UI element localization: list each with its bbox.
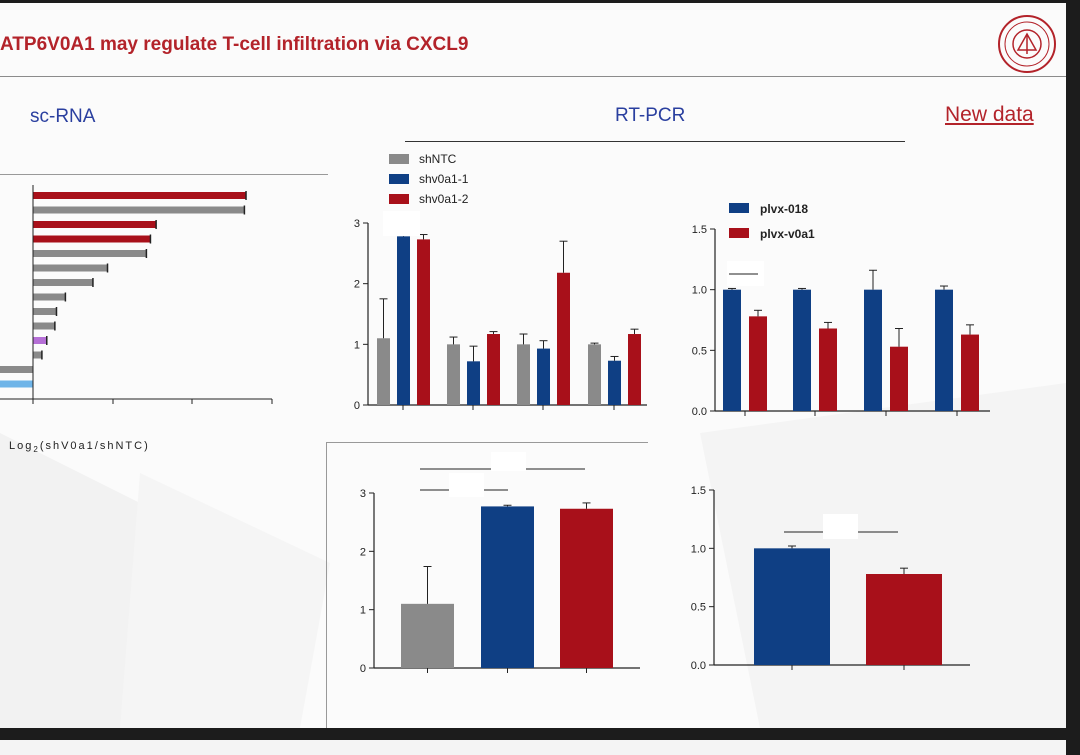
rtpcr-plvx-bar <box>935 289 953 411</box>
title-divider <box>0 76 1066 77</box>
bottom-two-y-tick-label: 0.0 <box>691 660 706 672</box>
bottom-three-y-tick-label: 2 <box>360 546 366 558</box>
scrna-divider <box>0 174 328 175</box>
next-slide-strip <box>0 740 1066 755</box>
bottom-two-y-tick-label: 1.0 <box>691 543 706 555</box>
rtpcr-plvx-bar <box>749 316 767 411</box>
rtpcr-sh-bar <box>467 361 480 405</box>
rtpcr-sh-bar <box>447 344 460 405</box>
rtpcr-plvx-bar <box>864 289 882 411</box>
slide-title: ATP6V0A1 may regulate T-cell infiltratio… <box>0 34 469 55</box>
figure-canvas: Log2(shV0a1/shNTC) 0 1 2 3 shNTC shv0a1-1 shv0… <box>0 152 990 675</box>
rtpcr-sh-bar <box>537 348 550 405</box>
rtpcr-plvx-bar <box>793 289 811 411</box>
rtpcr-sh-y-tick-label: 3 <box>354 218 360 230</box>
rtpcr-plvx-y-tick-label: 1.5 <box>692 224 707 236</box>
scrna-bar <box>0 380 33 388</box>
scrna-bar <box>33 337 47 344</box>
bottom-two-y-tick-label: 1.5 <box>691 485 706 497</box>
scrna-bar <box>33 221 157 228</box>
rtpcr-sh-y-tick-label: 1 <box>354 339 360 351</box>
bottom-three-y-tick-label: 0 <box>360 663 366 675</box>
legend-label: shNTC <box>419 152 457 166</box>
panel-border-left <box>326 442 327 728</box>
rtpcr-plvx-y-tick-label: 1.0 <box>692 285 707 297</box>
legend-label: shv0a1-2 <box>419 192 469 206</box>
bottom-three-bar <box>401 603 454 668</box>
scrna-x-label: Log2(shV0a1/shNTC) <box>9 440 150 454</box>
rtpcr-plvx-y-tick-label: 0.5 <box>692 345 707 357</box>
bottom-three-bar-chart: 0 1 2 3 <box>360 452 640 675</box>
bottom-three-bar <box>481 506 534 668</box>
rtpcr-sh-bar <box>628 334 641 405</box>
redaction-box <box>383 211 420 236</box>
rtpcr-plvx-chart: 0.0 0.5 1.0 1.5 plvx-018 plvx-v0a1 <box>692 202 990 418</box>
rtpcr-sh-chart: 0 1 2 3 shNTC shv0a1-1 shv0a1-2 <box>354 152 647 412</box>
rtpcr-sh-bar <box>417 239 430 405</box>
redaction-box <box>449 473 484 497</box>
bottom-three-y-tick-label: 1 <box>360 605 366 617</box>
legend-label: plvx-018 <box>760 202 808 216</box>
scrna-bar <box>0 366 33 373</box>
rtpcr-sh-bar <box>517 344 530 405</box>
rtpcr-sh-y-tick-label: 0 <box>354 400 360 412</box>
rtpcr-plvx-bar <box>723 289 741 411</box>
legend-swatch <box>389 154 409 164</box>
scrna-bar <box>33 293 66 301</box>
rtpcr-sh-bar <box>557 272 570 405</box>
rtpcr-plvx-bar <box>819 328 837 411</box>
legend-label: plvx-v0a1 <box>760 227 815 241</box>
rtpcr-sh-bar <box>397 236 410 405</box>
legend-label: shv0a1-1 <box>419 172 469 186</box>
university-seal-icon <box>998 15 1056 73</box>
scrna-bar <box>33 235 151 243</box>
rtpcr-plvx-bar <box>890 346 908 411</box>
scrna-bar <box>33 192 247 199</box>
rtpcr-sh-bar <box>608 360 621 405</box>
legend-swatch <box>729 203 749 213</box>
legend-swatch <box>729 228 749 238</box>
scrna-bar <box>33 308 57 315</box>
legend-swatch <box>389 194 409 204</box>
rtpcr-sh-bar <box>487 334 500 405</box>
scrna-bar <box>33 351 42 359</box>
scrna-bar <box>33 322 55 330</box>
section-label-scrna: sc-RNA <box>30 106 96 127</box>
scrna-bar <box>33 279 93 286</box>
rtpcr-sh-y-tick-label: 2 <box>354 279 360 291</box>
rtpcr-divider <box>405 141 905 142</box>
legend-swatch <box>389 174 409 184</box>
bottom-two-bar <box>866 574 942 665</box>
window-frame-right <box>1066 0 1080 755</box>
scrna-bar <box>33 206 245 214</box>
redaction-box <box>491 452 526 471</box>
bottom-two-bar <box>754 548 830 665</box>
slide: ATP6V0A1 may regulate T-cell infiltratio… <box>0 3 1066 728</box>
scrna-bar <box>33 264 108 272</box>
new-data-link[interactable]: New data <box>945 103 1034 126</box>
rtpcr-sh-bar <box>377 338 390 405</box>
bottom-two-y-tick-label: 0.5 <box>691 602 706 614</box>
redaction-box <box>823 514 858 539</box>
rtpcr-plvx-bar <box>961 334 979 411</box>
scrna-bar <box>33 250 147 257</box>
rtpcr-sh-bar <box>588 344 601 405</box>
bottom-two-bar-chart: 0.0 0.5 1.0 1.5 <box>691 485 970 672</box>
bottom-three-y-tick-label: 3 <box>360 488 366 500</box>
section-label-rtpcr: RT-PCR <box>615 105 686 126</box>
panel-border-top <box>326 442 648 443</box>
rtpcr-plvx-y-tick-label: 0.0 <box>692 406 707 418</box>
bottom-three-bar <box>560 508 613 668</box>
scrna-chart: Log2(shV0a1/shNTC) <box>0 185 273 454</box>
